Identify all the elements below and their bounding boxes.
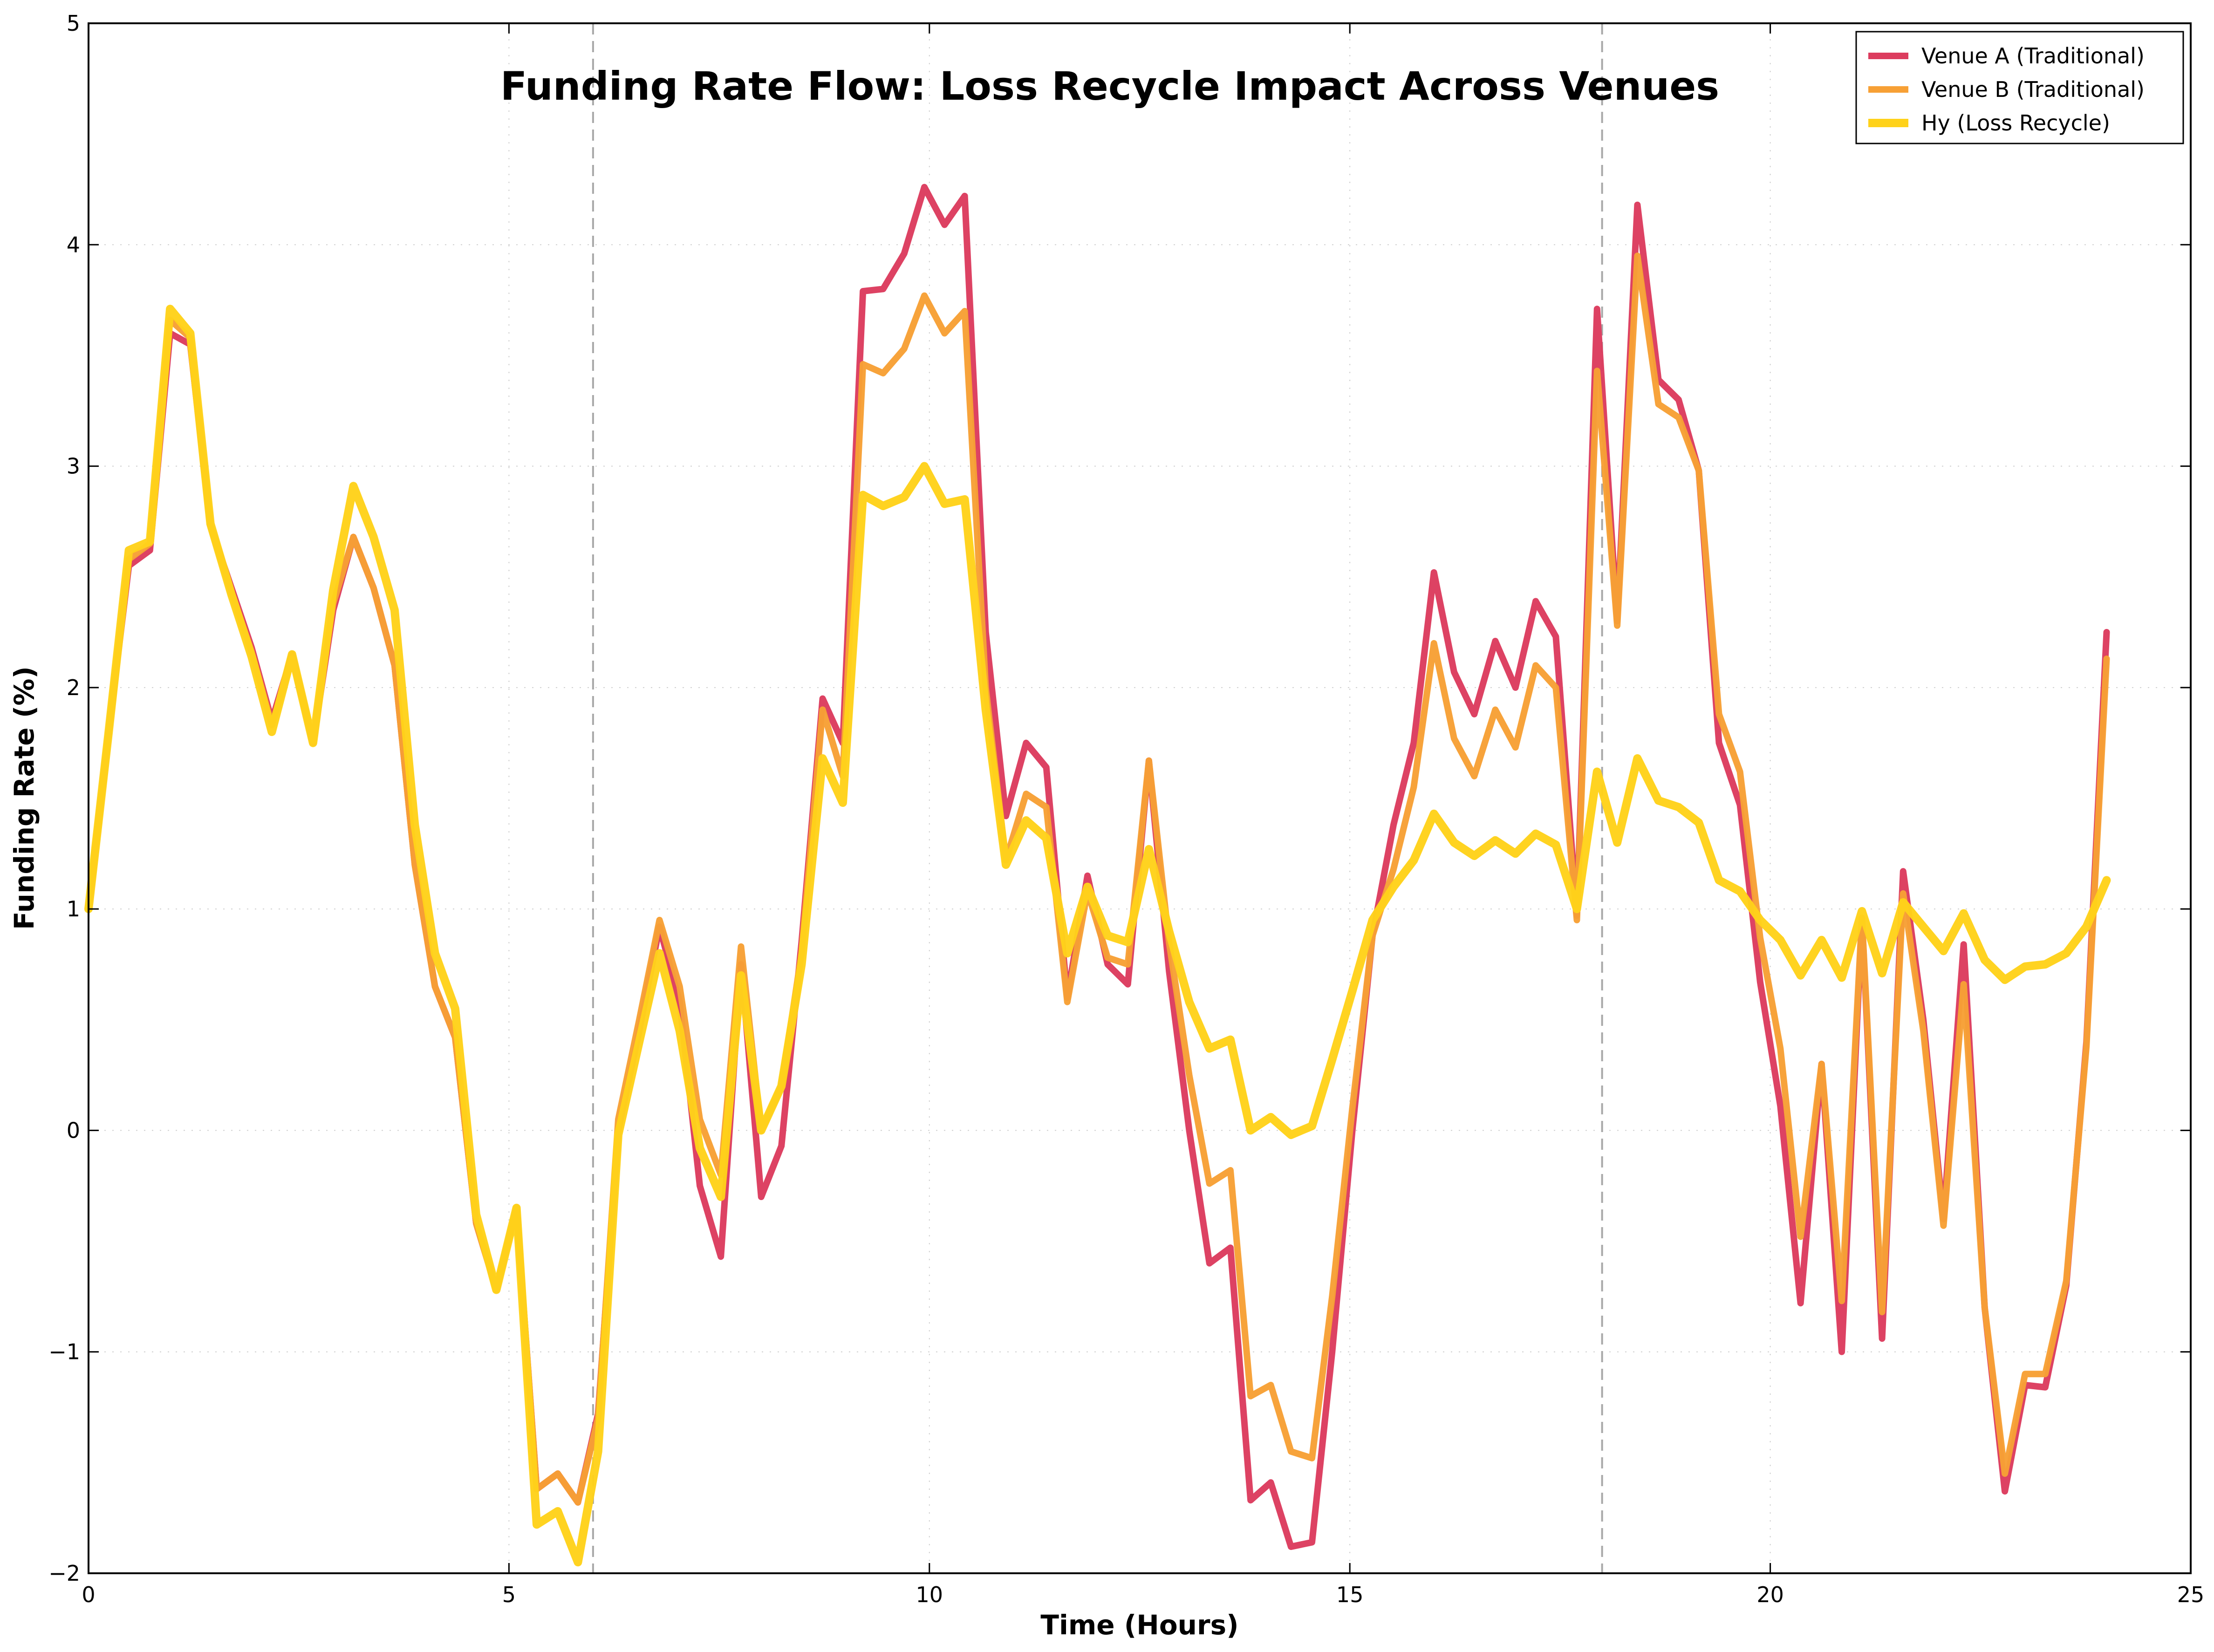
x-tick-label: 0 [82, 1582, 95, 1607]
x-tick-label: 25 [2177, 1582, 2205, 1607]
y-tick-label: 5 [67, 11, 80, 36]
legend: Venue A (Traditional) Venue B (Traditiona… [1855, 31, 2184, 144]
legend-box [1855, 31, 2184, 144]
x-tick-label: 10 [916, 1582, 943, 1607]
y-axis-title: Funding Rate (%) [8, 666, 40, 930]
reference-lines [592, 23, 1603, 1573]
x-tick-label: 15 [1336, 1582, 1364, 1607]
y-tick-label: 1 [67, 896, 80, 922]
y-tick-label: 3 [67, 454, 80, 479]
chart-title: Funding Rate Flow: Loss Recycle Impact A… [500, 63, 1719, 109]
legend-label-2: Venue B (Traditional) [1921, 77, 2145, 102]
series-line-2 [85, 253, 2110, 1506]
y-tick-label: 2 [67, 675, 80, 700]
y-tick-label: −1 [48, 1339, 80, 1365]
series-line-3 [84, 305, 2111, 1567]
legend-label-1: Venue A (Traditional) [1921, 43, 2145, 68]
y-tick-label: 4 [67, 232, 80, 257]
y-tick-label: −2 [48, 1561, 80, 1586]
x-tick-label: 5 [502, 1582, 516, 1607]
plot-area-frame [88, 22, 2192, 1574]
y-tick-label: 0 [67, 1118, 80, 1143]
x-tick-label: 20 [1756, 1582, 1784, 1607]
series-lines [84, 184, 2111, 1567]
x-axis-title: Time (Hours) [1040, 1609, 1238, 1641]
ticks: 0 5 10 15 20 25 −2 −1 0 1 2 3 4 5 [48, 11, 2204, 1607]
legend-label-3: Hy (Loss Recycle) [1921, 110, 2110, 136]
